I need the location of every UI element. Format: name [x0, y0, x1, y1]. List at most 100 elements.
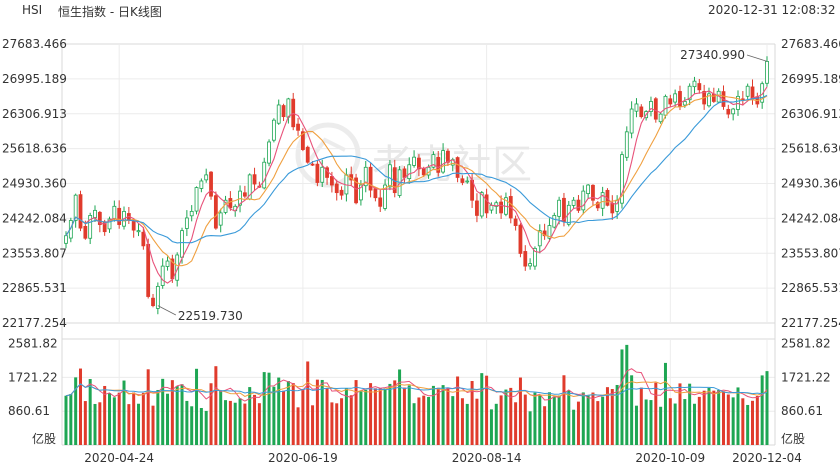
volume-bar [412, 403, 416, 445]
volume-bar [112, 397, 116, 445]
volume-bar [620, 349, 624, 445]
volume-bar [736, 387, 740, 445]
volume-bar [673, 403, 677, 445]
volume-bar [141, 392, 145, 445]
volume-bar [69, 393, 73, 445]
low-price-label: 22519.730 [178, 309, 243, 323]
volume-bar [470, 381, 474, 445]
candle-body [354, 177, 358, 204]
volume-bar [514, 402, 518, 445]
volume-bar [543, 406, 547, 445]
volume-bar [344, 388, 348, 445]
candle-body [276, 104, 281, 124]
candle-body [421, 168, 426, 176]
high-price-label: 27340.990 [680, 48, 745, 62]
volume-bar [750, 400, 754, 445]
volume-bar [185, 400, 189, 445]
candle-body [189, 210, 194, 217]
volume-bar [417, 397, 421, 445]
volume-bar [746, 404, 750, 445]
volume-bar [480, 373, 484, 445]
candle-body [528, 263, 533, 267]
volume-bar [373, 388, 377, 445]
volume-bar [199, 408, 203, 445]
annotations: 22519.730 27340.990 [157, 48, 768, 323]
candle-body [175, 254, 180, 281]
candle-body [180, 230, 184, 258]
volume-moving-averages [65, 368, 768, 402]
candle-body [765, 61, 769, 84]
volume-bar [262, 372, 266, 445]
candle-body [562, 197, 566, 222]
candle-body [446, 150, 450, 163]
candle-body [484, 194, 489, 214]
candle-body [581, 190, 586, 211]
candle-body [620, 154, 624, 204]
volume-bar [93, 403, 97, 445]
volume-bar [702, 390, 706, 445]
volume-unit-right: 亿股 [781, 431, 805, 446]
volume-bar [634, 405, 638, 445]
candle-body [88, 215, 93, 239]
candle-body [242, 192, 247, 197]
candle-body [373, 188, 378, 199]
volume-bar [721, 391, 725, 445]
price-tick-right: 24930.360 [781, 177, 840, 191]
candle-body [112, 205, 117, 220]
price-tick-left: 26995.189 [2, 72, 67, 86]
volume-bar [431, 385, 435, 445]
date-tick: 2020-08-14 [452, 451, 522, 465]
low-leader-line [157, 305, 177, 316]
volume-bar [683, 399, 687, 445]
ma5-line [65, 86, 768, 284]
volume-bar [175, 386, 179, 445]
volume-bar [552, 396, 556, 445]
candle-body [320, 166, 325, 183]
volume-bar [451, 396, 455, 445]
date-tick: 2020-04-24 [84, 451, 154, 465]
volume-tick-right: 1721.22 [781, 370, 831, 384]
volume-bar [499, 395, 503, 445]
volume-tick-left: 1721.22 [8, 370, 58, 384]
volume-bar [460, 398, 464, 445]
candle-body [557, 199, 562, 217]
volume-bar [547, 392, 551, 445]
price-tick-right: 23553.807 [781, 246, 840, 260]
candle-body [281, 105, 286, 118]
candle-body [455, 157, 460, 178]
price-tick-right: 22177.254 [781, 316, 840, 330]
candle-body [518, 224, 523, 254]
candle-body [184, 217, 189, 229]
volume-bar [306, 361, 310, 445]
volume-bar [523, 394, 527, 445]
candle-body [155, 285, 160, 309]
volume-bar [446, 387, 450, 445]
price-tick-right: 26995.189 [781, 72, 840, 86]
candle-body [711, 93, 716, 102]
candle-body [431, 154, 436, 168]
price-tick-right: 24242.084 [781, 211, 840, 225]
candle-body [576, 199, 581, 211]
candle-body [339, 189, 344, 196]
volume-bar [272, 386, 276, 445]
price-tick-right: 22865.531 [781, 281, 840, 295]
volume-bar [659, 406, 663, 445]
volume-bar [170, 380, 174, 445]
candle-body [726, 108, 731, 115]
candle-body [571, 199, 576, 206]
volume-ma20-line [65, 383, 768, 397]
volume-bar [291, 383, 295, 445]
volume-bar [760, 375, 764, 445]
volume-bar [639, 387, 643, 445]
volume-bar [315, 379, 319, 445]
volume-bar [393, 380, 397, 445]
candle-body [165, 260, 170, 267]
price-tick-left: 22865.531 [2, 281, 67, 295]
volume-bar [518, 377, 522, 445]
candle-body [658, 113, 663, 123]
candle-body [513, 218, 518, 226]
volume-bar [388, 383, 392, 445]
volume-bar [117, 392, 121, 445]
volume-bar [649, 400, 653, 445]
